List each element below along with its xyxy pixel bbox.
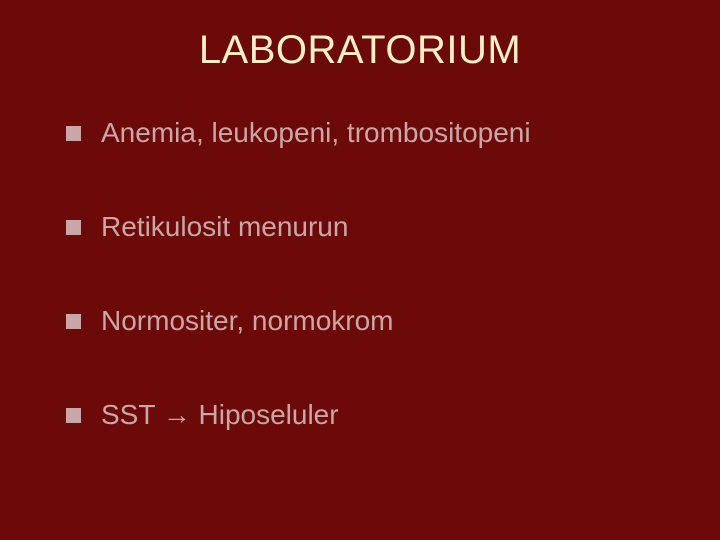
list-item-text: Anemia, leukopeni, trombositopeni <box>101 117 531 149</box>
list-item-text: Retikulosit menurun <box>101 211 348 243</box>
list-item: Anemia, leukopeni, trombositopeni <box>66 117 672 149</box>
square-bullet-icon <box>66 220 81 235</box>
list-item-text: Normositer, normokrom <box>101 305 394 337</box>
slide-title: LABORATORIUM <box>48 28 672 73</box>
list-item: Retikulosit menurun <box>66 211 672 243</box>
slide-container: LABORATORIUM Anemia, leukopeni, trombosi… <box>0 0 720 540</box>
list-item: Normositer, normokrom <box>66 305 672 337</box>
list-item-text: SST → Hiposeluler <box>101 399 339 431</box>
list-item: SST → Hiposeluler <box>66 399 672 431</box>
square-bullet-icon <box>66 126 81 141</box>
bullet-list: Anemia, leukopeni, trombositopeni Retiku… <box>48 117 672 431</box>
square-bullet-icon <box>66 408 81 423</box>
square-bullet-icon <box>66 314 81 329</box>
